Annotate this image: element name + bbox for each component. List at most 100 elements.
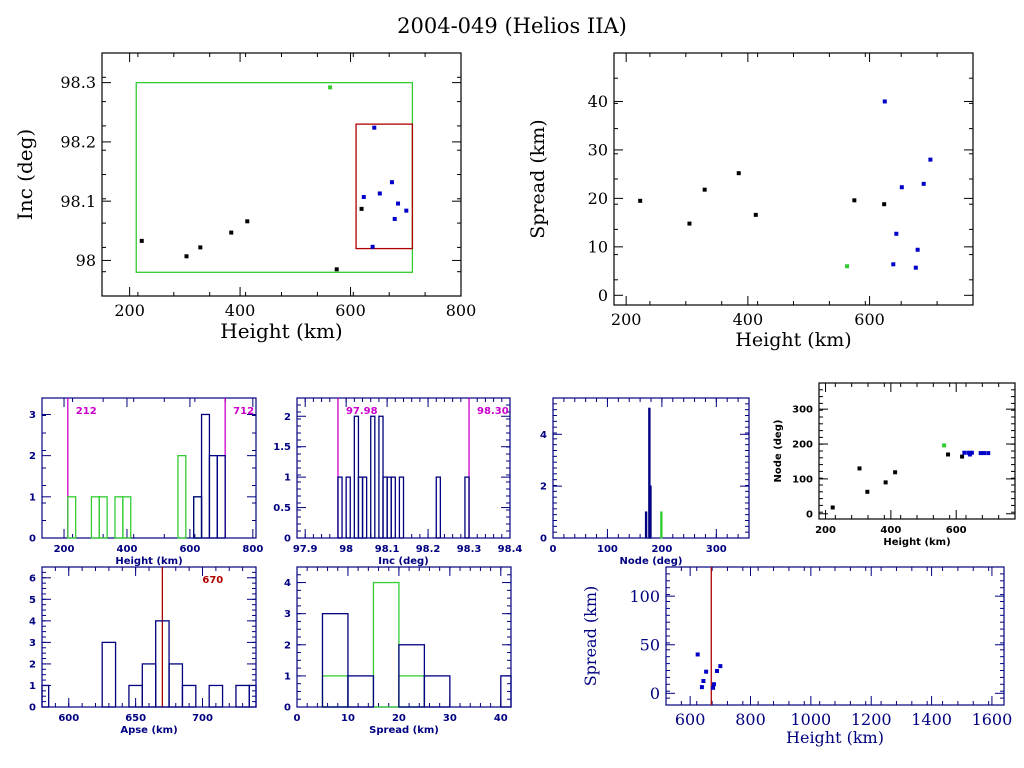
y-tick-label: 40 <box>588 92 608 111</box>
x-tick-label: 600 <box>946 525 967 536</box>
data-point-blue <box>913 265 918 270</box>
y-tick-label: 1 <box>29 681 36 692</box>
data-point-black <box>960 454 965 459</box>
histogram-bar-navy <box>500 675 512 708</box>
data-point-blue <box>899 185 904 190</box>
x-tick-label: 600 <box>58 713 79 724</box>
y-tick-label: 2 <box>284 640 291 651</box>
data-point-black <box>245 219 250 224</box>
x-tick-label: 0 <box>550 544 557 555</box>
x-axis-label: Spread (km) <box>369 725 439 736</box>
x-tick-label: 600 <box>854 310 885 329</box>
data-point-blue <box>704 669 709 674</box>
chart-node_vs_height: 200 400 600 0 100 200 300 Height (km) Node (deg) <box>773 382 1016 548</box>
data-point-blue <box>921 181 926 186</box>
y-tick-label: 50 <box>640 635 660 654</box>
marker-label: 97.98 <box>346 406 378 417</box>
x-tick-label: 600 <box>179 544 200 555</box>
chart-spread_vs_height: 200 400 600 0 10 20 30 40 Height (km) Spread (km) <box>527 52 974 351</box>
histogram-bar-navy <box>168 663 184 708</box>
y-tick-label: 10 <box>588 237 608 256</box>
data-point-black <box>359 206 364 211</box>
chart-inc_histogram: 97.9 98 98.1 98.2 98.3 98.4 0 0.5 1 1.5 2 Inc (deg)… <box>273 397 523 567</box>
data-point-blue <box>915 247 920 252</box>
chart-height_histogram: 200 400 600 800 0 1 2 3 Height (km) 212 712 <box>29 397 263 567</box>
y-tick-label: 2 <box>284 412 291 423</box>
y-tick-label: 300 <box>792 405 813 416</box>
data-point-blue <box>962 450 967 455</box>
green-box <box>135 81 414 273</box>
histogram-bar-green <box>177 454 187 539</box>
x-tick-label: 98.3 <box>457 544 482 555</box>
x-tick-label: 800 <box>735 710 766 729</box>
histogram-bar-navy <box>101 641 117 708</box>
y-axis-label: Inc (deg) <box>13 129 37 220</box>
data-point-blue <box>715 668 720 673</box>
red-box <box>355 123 414 250</box>
x-tick-label: 30 <box>443 713 457 724</box>
histogram-bar-navy <box>181 684 197 708</box>
histogram-bar-navy <box>435 476 442 539</box>
x-tick-label: 40 <box>494 713 508 724</box>
y-tick-label: 0 <box>29 703 36 714</box>
data-point-black <box>882 202 887 207</box>
y-tick-label: 1 <box>29 492 36 503</box>
x-axis-label: Height (km) <box>883 537 950 548</box>
plot-frame <box>296 566 512 708</box>
data-point-blue <box>370 244 375 249</box>
data-point-black <box>830 505 835 510</box>
x-tick-label: 400 <box>117 544 138 555</box>
x-tick-label: 100 <box>597 544 618 555</box>
y-tick-label: 98.1 <box>60 192 96 211</box>
y-tick-label: 0 <box>806 509 813 520</box>
histogram-bar-navy <box>649 485 652 539</box>
histogram-bar-green <box>122 496 132 539</box>
data-point-black <box>229 230 234 235</box>
data-point-black <box>883 480 888 485</box>
data-point-black <box>638 198 643 203</box>
data-point-blue <box>389 180 394 185</box>
data-point-black <box>139 238 144 243</box>
plot-frame <box>41 566 257 708</box>
data-point-blue <box>981 451 986 456</box>
y-tick-label: 4 <box>284 578 291 589</box>
y-tick-label: 0 <box>650 684 660 703</box>
histogram-bar-navy <box>423 675 451 708</box>
y-tick-label: 200 <box>792 440 813 451</box>
y-tick-label: 30 <box>588 141 608 160</box>
y-tick-label: 0 <box>598 286 608 305</box>
y-axis-label: Spread (km) <box>581 586 600 687</box>
chart-inc_vs_height: 200 400 600 800 98 98.1 98.2 98.3 Height (km) Inc… <box>13 52 476 343</box>
histogram-bar-navy <box>644 511 648 539</box>
marker-label: 712 <box>233 406 254 417</box>
x-tick-label: 97.9 <box>293 544 318 555</box>
y-tick-label: 20 <box>588 189 608 208</box>
x-tick-label: 700 <box>192 713 213 724</box>
data-point-blue <box>978 451 983 456</box>
data-point-blue <box>404 208 409 213</box>
x-axis-label: Height (km) <box>220 319 342 343</box>
y-tick-label: 4 <box>540 430 547 441</box>
y-tick-label: 2 <box>29 659 36 670</box>
data-point-blue <box>377 191 382 196</box>
data-point-blue <box>986 451 991 456</box>
histogram-bar-navy <box>193 496 203 539</box>
data-point-black <box>865 489 870 494</box>
data-point-black <box>687 221 692 226</box>
x-tick-label: 98.4 <box>498 544 523 555</box>
histogram-bar-navy <box>337 476 343 539</box>
x-tick-label: 1600 <box>972 710 1013 729</box>
histogram-bar-green <box>67 496 77 539</box>
data-point-blue <box>894 231 899 236</box>
page-title: 2004-049 (Helios IIA) <box>397 14 627 38</box>
x-axis-label: Height (km) <box>115 556 182 567</box>
x-tick-label: 400 <box>225 301 256 320</box>
histogram-bar-navy <box>200 413 211 539</box>
x-axis-label: Height (km) <box>786 728 884 747</box>
histogram-bar-navy <box>390 476 396 539</box>
chart-spread_histogram: 0 10 20 30 40 0 1 2 3 4 Spread (km) <box>284 566 512 736</box>
histogram-bar-navy <box>370 415 376 539</box>
y-tick-label: 100 <box>792 474 813 485</box>
x-tick-label: 1400 <box>911 710 952 729</box>
data-point-blue <box>695 652 700 657</box>
